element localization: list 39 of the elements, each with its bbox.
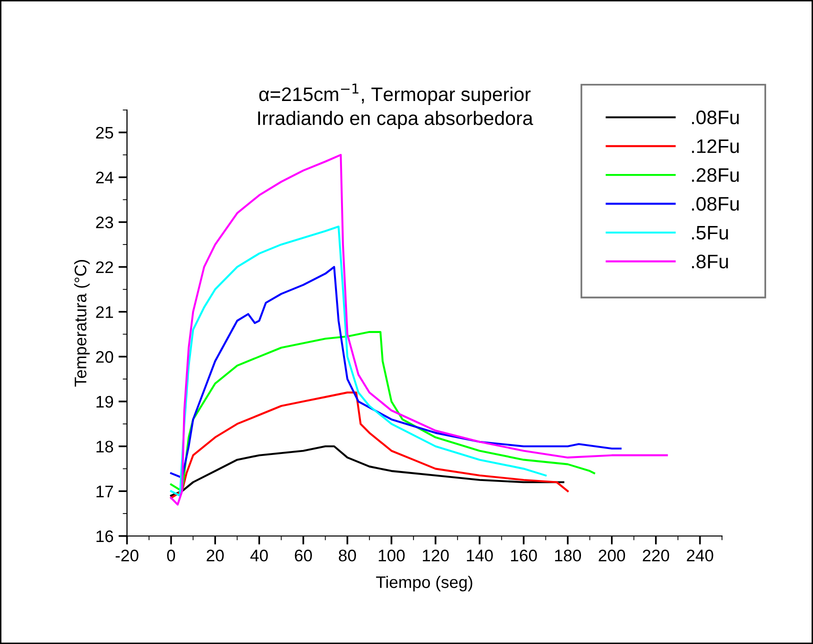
x-tick-label: -20 — [116, 550, 138, 562]
x-tick-label: 0 — [167, 550, 176, 562]
y-tick-label: 18 — [96, 440, 114, 453]
y-tick-label: 21 — [96, 306, 113, 318]
x-tick-label: 200 — [598, 550, 626, 562]
legend-label: .08Fu — [692, 196, 739, 211]
line-series — [170, 154, 668, 506]
y-tick-label: 20 — [96, 351, 114, 363]
legend-label: .08Fu — [692, 110, 739, 124]
x-tick-label: 120 — [422, 550, 449, 562]
y-tick-label: 16 — [96, 530, 114, 542]
y-tick-label: 22 — [96, 261, 113, 273]
x-tick-label: 100 — [378, 550, 405, 562]
x-tick-label: 20 — [206, 550, 224, 562]
line-series — [170, 330, 596, 492]
x-tick-label: 160 — [511, 550, 537, 562]
legend-label: .12Fu — [692, 139, 739, 154]
x-tick-label: 140 — [466, 550, 493, 562]
line-series — [170, 266, 622, 479]
legend-label: .28Fu — [692, 168, 739, 182]
x-tick-label: 180 — [555, 550, 581, 562]
y-tick-label: 17 — [96, 486, 113, 498]
x-tick-label: 60 — [294, 550, 312, 562]
legend-label: .8Fu — [692, 254, 728, 268]
y-tick-label: 19 — [96, 396, 114, 408]
x-tick-label: 80 — [338, 550, 356, 562]
y-tick-label: 25 — [96, 126, 114, 139]
x-axis-title: Tiempo (seg) — [376, 576, 472, 592]
x-tick-label: 220 — [642, 550, 670, 562]
line-series — [170, 226, 547, 497]
chart-title: α=215cm$^{−1}$, Termopar superior Irradiando en capa absorbedora — [258, 84, 534, 129]
x-tick-label: 40 — [250, 550, 268, 562]
line-series — [170, 392, 569, 499]
y-tick-label: 23 — [96, 216, 114, 228]
x-tick-label: 240 — [686, 550, 714, 562]
y-axis-title: Temperatura (°C) — [74, 260, 90, 387]
legend-label: .5Fu — [692, 226, 728, 240]
line-series — [170, 445, 564, 497]
y-tick-label: 24 — [96, 172, 114, 184]
